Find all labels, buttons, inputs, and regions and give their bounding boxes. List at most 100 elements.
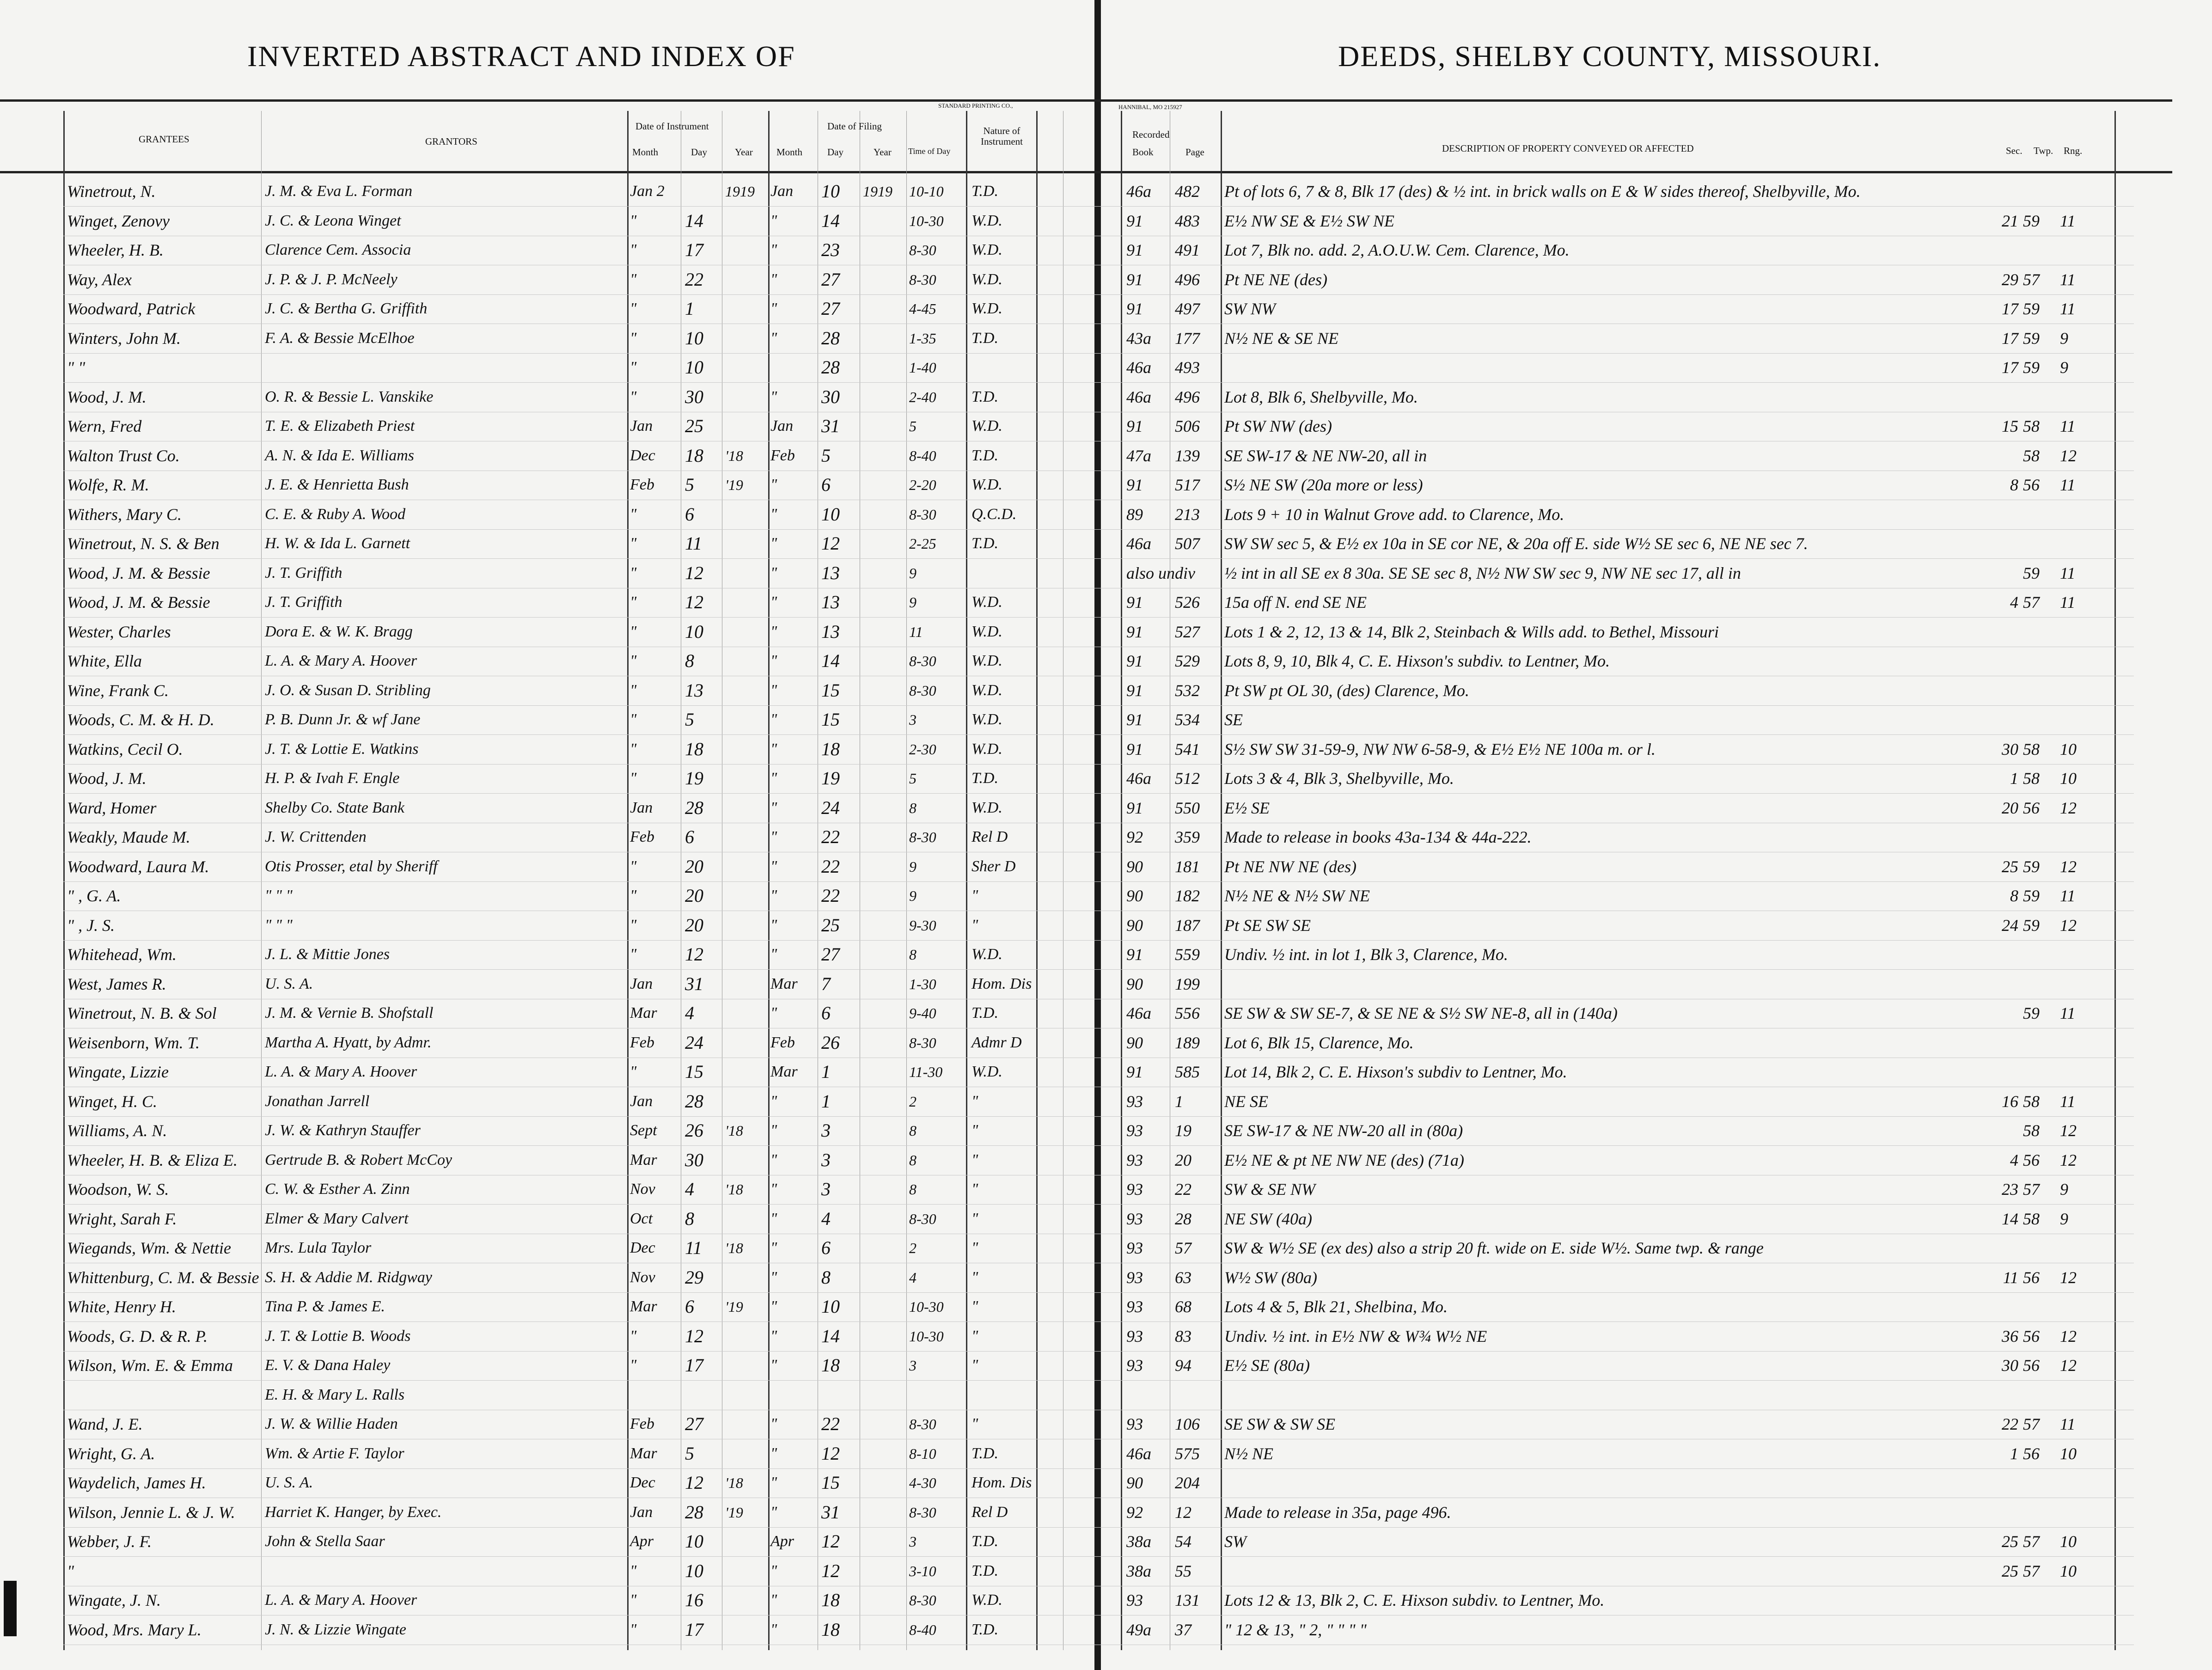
ledger-row: Wilson, Wm. E. & Emma E. V. & Dana Haley "… [63,1351,2134,1381]
filing-day-cell: 18 [821,1590,840,1610]
page-cell: 83 [1175,1327,1192,1346]
filing-day-cell: 13 [821,592,840,612]
header-sec: Sec. [2006,145,2023,156]
nature-of-instrument-cell: T.D. [972,183,998,200]
instrument-month-cell: " [630,535,637,552]
book-cell: 47a [1126,446,1151,465]
instrument-month-cell: Jan [630,1503,653,1521]
filing-time-cell: 8-30 [909,829,936,845]
grantor-cell: Jonathan Jarrell [265,1092,370,1110]
ledger-row: West, James R. U. S. A. Jan 31 Mar 7 1-30 Hom. … [63,969,2134,999]
grantee-cell: Whitehead, Wm. [67,945,177,964]
township-cell: 58 [2023,740,2040,759]
nature-of-instrument-cell: " [972,1239,978,1256]
grantee-cell: Wiegands, Wm. & Nettie [67,1239,231,1257]
instrument-month-cell: " [630,359,637,376]
property-description-cell: SE SW-17 & NE NW-20, all in [1224,446,1427,465]
book-cell: 91 [1126,798,1143,817]
filing-time-cell: 8 [909,1181,917,1198]
filing-time-cell: 3-10 [909,1562,936,1579]
filing-day-cell: 31 [821,1501,840,1523]
page-cell: 532 [1175,681,1200,700]
instrument-month-cell: Jan 2 [630,183,665,200]
filing-time-cell: 1-40 [909,359,936,376]
instrument-day-cell: 12 [685,1325,703,1346]
filing-day-cell: 12 [821,533,840,554]
ledger-row: Weisenborn, Wm. T. Martha A. Hyatt, by Ad… [63,1028,2134,1058]
filing-time-cell: 5 [909,770,917,787]
book-cell: 91 [1126,740,1143,759]
filing-month-cell: " [770,1268,777,1286]
grantee-cell: Wingate, J. N. [67,1591,161,1609]
filing-month-cell: " [770,799,777,816]
grantee-cell: Wood, J. M. [67,387,147,406]
nature-of-instrument-cell: " [972,1298,978,1315]
page-cell: 483 [1175,211,1200,230]
filing-time-cell: 2-25 [909,535,936,552]
grantee-cell: " [67,1561,74,1580]
filing-time-cell: 2 [909,1240,917,1256]
book-cell: 46a [1126,1004,1151,1022]
grantor-cell: Shelby Co. State Bank [265,799,405,816]
filing-month-cell: " [770,1151,777,1168]
filing-day-cell: 15 [821,709,840,730]
header-description: DESCRIPTION OF PROPERTY CONVEYED OR AFFE… [1442,143,1694,154]
range-cell: 11 [2060,1415,2076,1433]
filing-month-cell: " [770,1092,777,1110]
range-cell: 11 [2060,593,2076,612]
header-date-of-instrument: Date of Instrument [635,121,709,132]
filing-time-cell: 8-10 [909,1445,936,1462]
nature-of-instrument-cell: " [972,1092,978,1110]
header-filing-month: Month [776,147,803,158]
grantee-cell: Whittenburg, C. M. & Bessie [67,1268,259,1287]
instrument-month-cell: " [630,270,637,288]
page-cell: 507 [1175,534,1200,553]
instrument-month-cell: " [630,740,637,758]
ledger-row: Winget, H. C. Jonathan Jarrell Jan 28 " 1 2 " 93… [63,1087,2134,1117]
book-cell: 93 [1126,1297,1143,1316]
filing-day-cell: 14 [821,1325,840,1346]
filing-month-cell: " [770,1327,777,1345]
grantor-cell: Harriet K. Hanger, by Exec. [265,1503,442,1521]
property-description-cell: SW NW [1224,300,1276,318]
instrument-month-cell: " [630,1063,637,1080]
filing-time-cell: 2-40 [909,388,936,405]
filing-time-cell: 9-40 [909,1005,936,1022]
grantee-cell: Ward, Homer [67,798,157,817]
township-cell: 56 [2023,1150,2040,1169]
filing-month-cell: " [770,300,777,317]
township-cell: 59 [2023,358,2040,377]
range-cell: 12 [2060,446,2077,465]
filing-time-cell: 8-40 [909,1621,936,1638]
instrument-day-cell: 20 [685,914,703,936]
ledger-row: Wheeler, H. B. Clarence Cem. Associa " 17 " 2… [63,235,2134,265]
grantor-cell: J. M. & Eva L. Forman [265,183,413,200]
property-description-cell: Pt NE NE (des) [1224,270,1327,289]
grantor-cell: John & Stella Saar [265,1533,385,1550]
filing-day-cell: 30 [821,386,840,407]
instrument-year-cell: '18 [725,1181,743,1198]
range-cell: 10 [2060,1561,2077,1580]
instrument-month-cell: Nov [630,1181,655,1198]
page-cell: 550 [1175,798,1200,817]
filing-time-cell: 5 [909,418,917,434]
filing-month-cell: " [770,505,777,523]
filing-day-cell: 27 [821,944,840,965]
ledger-row: Winetrout, N. B. & Sol J. M. & Vernie B. … [63,998,2134,1028]
instrument-day-cell: 8 [685,1208,694,1229]
filing-month-cell: " [770,1415,777,1432]
page-cell: 57 [1175,1239,1192,1257]
nature-of-instrument-cell: Hom. Dis [972,1474,1032,1491]
page-cell: 556 [1175,1004,1200,1022]
nature-of-instrument-cell: " [972,1268,978,1286]
instrument-year-cell: '18 [725,1240,743,1256]
filing-month-cell: " [770,740,777,758]
instrument-year-cell: '18 [725,1122,743,1139]
grantee-cell: Woods, C. M. & H. D. [67,710,214,729]
grantor-cell: J. W. Crittenden [265,828,367,845]
range-cell: 10 [2060,1444,2077,1463]
grantee-cell: Wine, Frank C. [67,681,169,700]
section-cell: 15 [2002,417,2018,435]
property-description-cell: Pt SW NW (des) [1224,417,1332,435]
range-cell: 12 [2060,1121,2077,1140]
